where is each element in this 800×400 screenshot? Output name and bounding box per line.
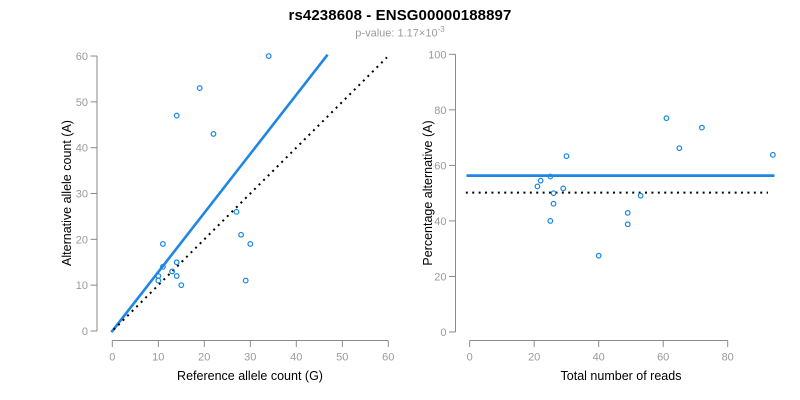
x-tick-label: 40 bbox=[593, 352, 605, 364]
y-tick-label: 40 bbox=[76, 143, 88, 155]
y-tick-label: 100 bbox=[428, 49, 446, 61]
data-point bbox=[178, 282, 185, 289]
x-tick-label: 0 bbox=[109, 352, 115, 364]
left-plot-x-axis-title: Reference allele count (G) bbox=[177, 369, 323, 383]
data-point bbox=[563, 153, 570, 160]
x-tick-label: 60 bbox=[382, 352, 394, 364]
data-point bbox=[173, 259, 180, 266]
data-point bbox=[547, 173, 554, 180]
x-tick-label: 50 bbox=[336, 352, 348, 364]
figure-title: rs4238608 - ENSG00000188897 bbox=[288, 7, 512, 24]
x-tick-label: 20 bbox=[528, 352, 540, 364]
x-tick-label: 40 bbox=[290, 352, 302, 364]
y-tick-label: 40 bbox=[434, 216, 446, 228]
data-point bbox=[550, 200, 557, 207]
y-tick-label: 50 bbox=[76, 97, 88, 109]
data-point bbox=[624, 209, 631, 216]
data-point bbox=[155, 277, 162, 284]
x-tick-label: 60 bbox=[657, 352, 669, 364]
y-tick-label: 80 bbox=[434, 105, 446, 117]
y-tick-label: 20 bbox=[76, 234, 88, 246]
data-point bbox=[769, 151, 776, 158]
data-point bbox=[550, 190, 557, 197]
pvalue-text: p-value: 1.17×10 bbox=[355, 27, 438, 40]
data-point bbox=[210, 131, 217, 137]
data-point bbox=[238, 231, 245, 238]
x-tick-label: 80 bbox=[722, 352, 734, 364]
data-point bbox=[265, 53, 272, 59]
y-tick-label: 60 bbox=[434, 160, 446, 172]
pvalue-subtitle: p-value: 1.17×10-3 bbox=[0, 25, 800, 40]
y-tick-label: 10 bbox=[76, 280, 88, 292]
x-tick-label: 0 bbox=[467, 352, 473, 364]
data-point bbox=[159, 240, 166, 247]
y-tick-label: 0 bbox=[440, 327, 446, 339]
data-point bbox=[242, 277, 249, 284]
identity-line bbox=[112, 56, 388, 331]
y-tick-label: 0 bbox=[82, 326, 88, 338]
y-tick-label: 60 bbox=[76, 51, 88, 63]
x-tick-label: 10 bbox=[152, 352, 164, 364]
left-plot-y-axis-title: Alternative allele count (A) bbox=[60, 120, 74, 266]
data-point bbox=[159, 263, 166, 270]
data-point bbox=[537, 177, 544, 184]
y-tick-label: 30 bbox=[76, 189, 88, 201]
data-point bbox=[169, 268, 176, 275]
data-point bbox=[676, 145, 683, 152]
data-point bbox=[173, 273, 180, 279]
data-point bbox=[233, 208, 240, 215]
data-point bbox=[173, 112, 180, 119]
right-plot-y-axis-title: Percentage alternative (A) bbox=[421, 120, 435, 266]
data-point bbox=[624, 221, 631, 228]
pvalue-exponent: -3 bbox=[437, 25, 445, 34]
right-plot-x-axis-title: Total number of reads bbox=[560, 369, 682, 383]
data-point bbox=[247, 240, 254, 247]
data-point bbox=[547, 217, 554, 224]
data-point bbox=[595, 252, 602, 259]
fit-line bbox=[110, 53, 329, 333]
data-point bbox=[534, 183, 541, 190]
x-tick-label: 30 bbox=[244, 352, 256, 364]
data-point bbox=[560, 185, 567, 192]
y-tick-label: 20 bbox=[434, 271, 446, 283]
data-point bbox=[637, 192, 644, 199]
data-point bbox=[698, 124, 705, 131]
data-point bbox=[196, 85, 203, 92]
x-tick-label: 20 bbox=[198, 352, 210, 364]
data-point bbox=[663, 115, 670, 122]
